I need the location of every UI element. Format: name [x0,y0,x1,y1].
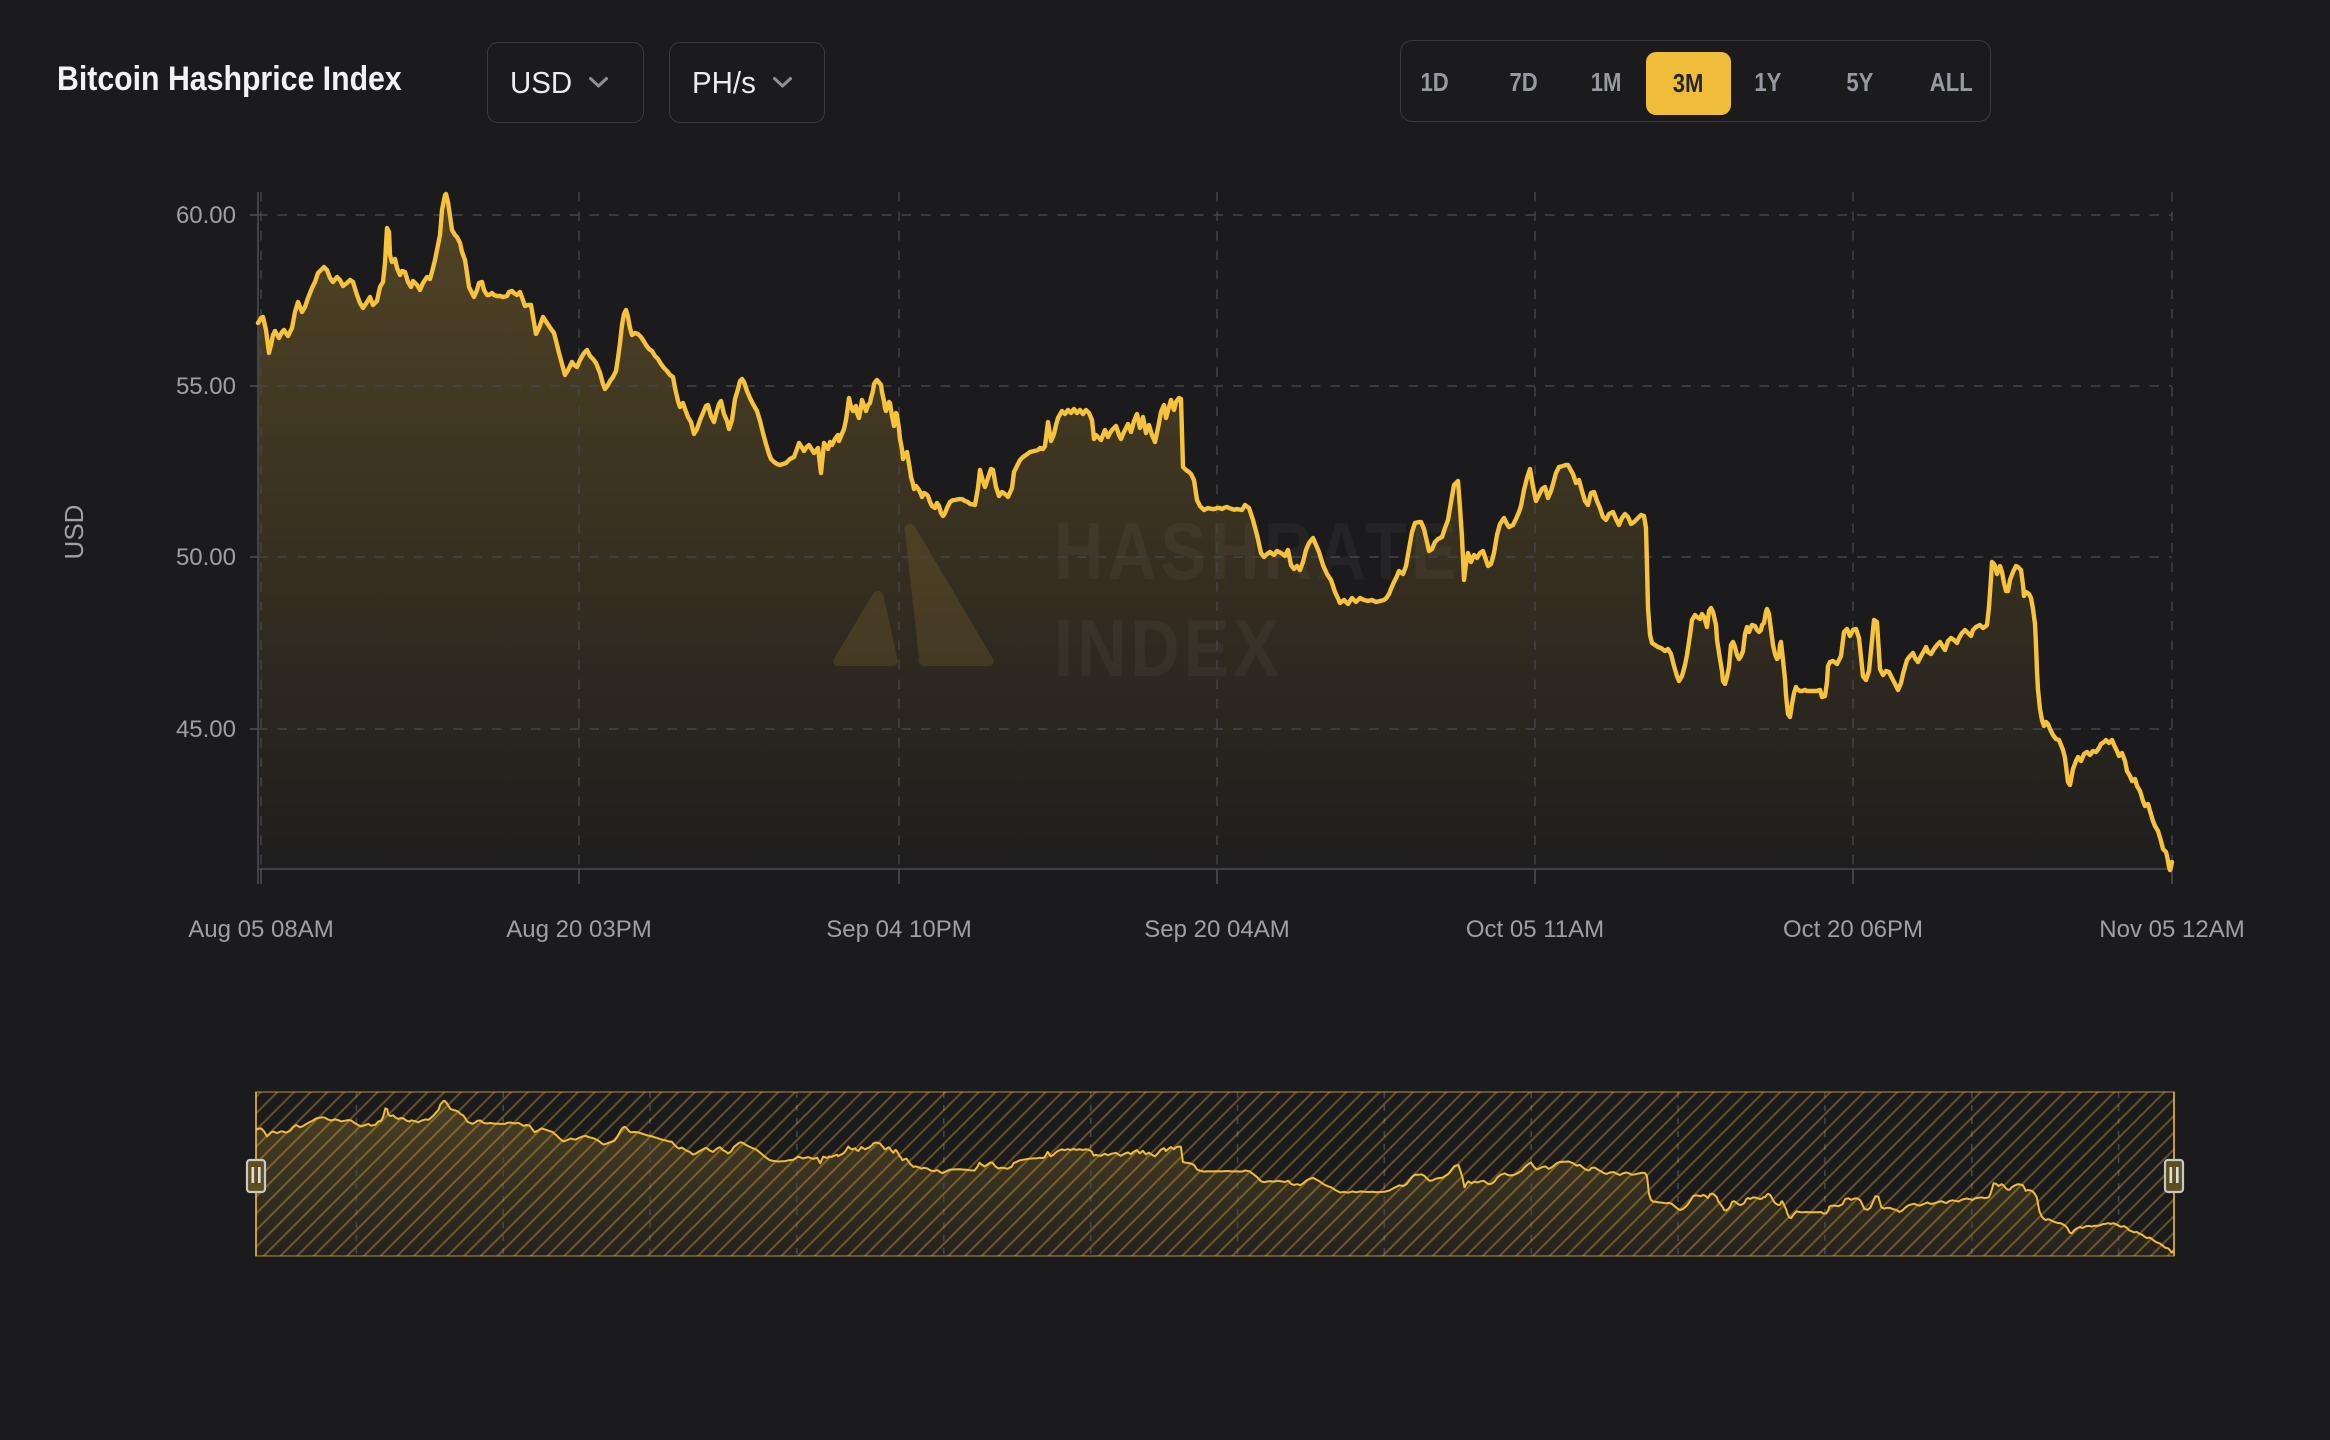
svg-text:Nov 05 12AM: Nov 05 12AM [2099,916,2244,943]
svg-text:45.00: 45.00 [176,716,236,743]
svg-text:Sep 20 04AM: Sep 20 04AM [1144,916,1289,943]
svg-text:50.00: 50.00 [176,544,236,571]
svg-text:Oct 20 06PM: Oct 20 06PM [1783,916,1923,943]
svg-text:60.00: 60.00 [176,202,236,229]
svg-text:Oct 05 11AM: Oct 05 11AM [1466,916,1604,943]
svg-text:Aug 20 03PM: Aug 20 03PM [506,916,651,943]
svg-text:USD: USD [59,505,89,560]
svg-text:55.00: 55.00 [176,373,236,400]
svg-text:Aug 05 08AM: Aug 05 08AM [188,916,333,943]
svg-text:Sep 04 10PM: Sep 04 10PM [826,916,971,943]
